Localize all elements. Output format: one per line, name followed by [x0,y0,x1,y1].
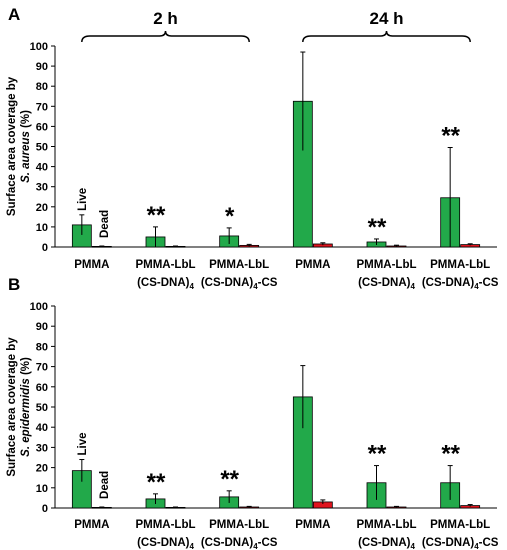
category-label-line1: PMMA [295,519,330,531]
y-tick-label: 80 [36,341,48,353]
category-label-line1: PMMA-LbL [356,519,416,531]
series-label-dead: Dead [99,471,111,499]
category-label-subscript: 4 [253,282,258,291]
significance-marker: ** [147,202,166,229]
series-label-live: Live [77,433,89,456]
panel-letter: B [8,275,20,294]
category-label-subscript: 4 [474,542,479,550]
y-tick-label: 100 [30,41,48,53]
category-label-base: (CS-DNA) [422,277,475,289]
group-bracket [302,30,471,43]
category-label-subscript: 4 [474,282,479,291]
category-label-line1: PMMA-LbL [209,259,269,271]
y-axis-label-species: S. epidermidis [20,375,32,457]
series-label-dead: Dead [99,210,111,238]
y-axis-label-line2: S. epidermidis (%) [20,357,32,457]
y-tick-label: 40 [36,422,48,434]
chart-panel-a: A 0 10 20 30 40 50 60 70 80 90 100 Surface area cove… [6,5,499,291]
category-label-base: (CS-DNA) [422,537,475,549]
y-axis-label-unit: (%) [20,110,32,128]
category-label-subscript: 4 [189,542,194,550]
category-label-line2: (CS-DNA)4 [358,277,415,291]
chart-panel-b: B 0 10 20 30 40 50 60 70 80 90 100 Surface area cove… [6,275,499,550]
category-label-line2: (CS-DNA)4 [358,537,415,550]
category-label-line1: PMMA-LbL [430,519,490,531]
category-label-base: (CS-DNA) [201,537,254,549]
panel-letter: A [8,5,20,24]
y-tick-label: 50 [36,402,48,414]
group-bracket [81,30,250,43]
category-label-line1: PMMA-LbL [356,259,416,271]
category-label-base: (CS-DNA) [201,277,254,289]
y-axis-label-line1: Surface area coverage by [6,337,18,477]
group-label: 2 h [153,9,178,28]
category-label-line2: (CS-DNA)4-CS [422,277,499,291]
category-label-base: (CS-DNA) [358,277,411,289]
category-label-line1: PMMA-LbL [135,519,195,531]
category-label-base: (CS-DNA) [358,537,411,549]
category-label-base: (CS-DNA) [137,537,190,549]
category-label-line1: PMMA-LbL [209,519,269,531]
category-label-line2: (CS-DNA)4-CS [201,537,278,550]
y-tick-label: 90 [36,61,48,73]
y-axis-label-species: S. aureus [20,128,32,183]
y-tick-label: 0 [42,503,48,515]
category-label-subscript: 4 [253,542,258,550]
category-label-line1: PMMA [295,259,330,271]
category-label-line1: PMMA-LbL [135,259,195,271]
category-label-subscript: 4 [410,542,415,550]
significance-marker: ** [368,214,387,241]
y-tick-label: 10 [36,483,48,495]
y-tick-label: 60 [36,121,48,133]
y-tick-label: 30 [36,442,48,454]
significance-marker: ** [220,466,239,493]
y-tick-label: 70 [36,101,48,113]
category-label-base: (CS-DNA) [137,277,190,289]
y-tick-label: 90 [36,321,48,333]
y-tick-label: 60 [36,382,48,394]
category-label-line2: (CS-DNA)4 [137,537,194,550]
y-axis-label-line2: S. aureus (%) [20,110,32,183]
category-label-suffix: -CS [258,537,278,549]
significance-marker: ** [441,441,460,468]
y-axis-label-unit: (%) [20,357,32,375]
category-label-line2: (CS-DNA)4-CS [422,537,499,550]
significance-marker: ** [147,469,166,496]
category-label-subscript: 4 [410,282,415,291]
category-label-line1: PMMA [74,259,109,271]
category-label-suffix: -CS [479,537,499,549]
category-label-line2: (CS-DNA)4 [137,277,194,291]
significance-marker: * [225,203,235,230]
category-label-suffix: -CS [258,277,278,289]
series-label-live: Live [77,188,89,211]
y-tick-label: 80 [36,81,48,93]
y-tick-label: 70 [36,362,48,374]
category-label-line1: PMMA [74,519,109,531]
category-label-line2: (CS-DNA)4-CS [201,277,278,291]
y-tick-label: 20 [36,463,48,475]
y-tick-label: 100 [30,301,48,313]
group-label: 24 h [369,9,403,28]
category-label-suffix: -CS [479,277,499,289]
significance-marker: ** [368,441,387,468]
significance-marker: ** [441,123,460,150]
y-tick-label: 40 [36,162,48,174]
y-axis-label-line1: Surface area coverage by [6,76,18,216]
category-label-line1: PMMA-LbL [430,259,490,271]
y-tick-label: 10 [36,222,48,234]
y-tick-label: 30 [36,182,48,194]
y-tick-label: 20 [36,202,48,214]
y-tick-label: 50 [36,142,48,154]
y-tick-label: 0 [42,242,48,254]
category-label-subscript: 4 [189,282,194,291]
